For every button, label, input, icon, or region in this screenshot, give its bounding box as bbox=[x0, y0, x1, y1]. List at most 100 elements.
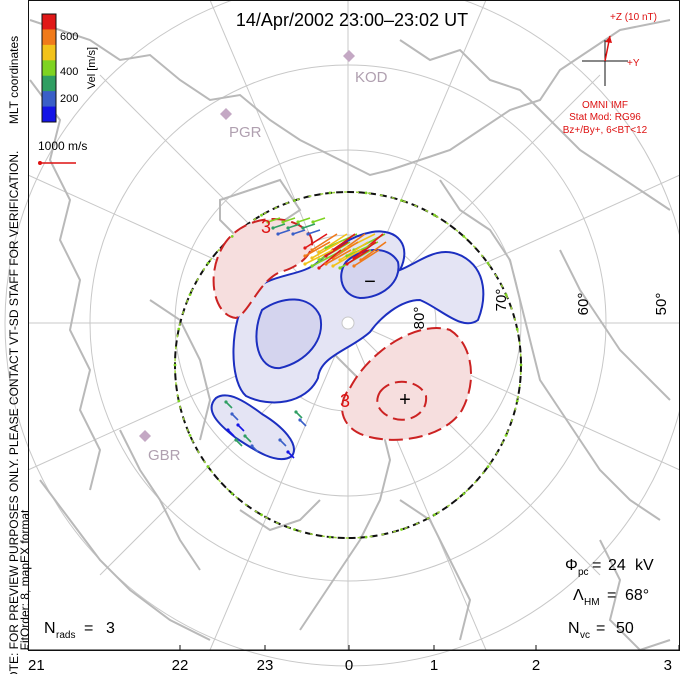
velocity-vector bbox=[312, 217, 326, 223]
velocity-vector bbox=[272, 223, 286, 229]
station-gbr-marker bbox=[139, 430, 151, 442]
boundary-vector-dot bbox=[400, 199, 403, 202]
reference-vector-origin bbox=[38, 161, 42, 165]
velocity-vector-origin bbox=[236, 423, 240, 427]
velocity-vector bbox=[292, 229, 306, 235]
boundary-vector-dot bbox=[328, 535, 332, 539]
velocity-vector-origin bbox=[310, 256, 314, 260]
boundary-vector-dot bbox=[328, 191, 332, 195]
velocity-vector bbox=[332, 249, 362, 267]
velocity-vector bbox=[304, 241, 331, 257]
boundary-vector-dot bbox=[206, 465, 210, 469]
boundary-vector-dot bbox=[519, 363, 523, 367]
colorbar-tick-200: 200 bbox=[60, 93, 78, 105]
imf-z-label: +Z (10 nT) bbox=[610, 12, 657, 23]
lat-label-80: 80° bbox=[411, 307, 428, 330]
velocity-vector bbox=[307, 229, 321, 235]
velocity-vector-origin bbox=[250, 444, 254, 448]
colorbar-frame bbox=[41, 13, 57, 123]
svg-text:rads: rads bbox=[56, 630, 75, 641]
station-kod-label: KOD bbox=[355, 69, 388, 86]
boundary-vector-dot bbox=[177, 399, 181, 403]
mlt-label-2: 2 bbox=[532, 657, 540, 674]
imf-model: Stat Mod: RG96 bbox=[569, 112, 641, 123]
velocity-vector-origin bbox=[294, 410, 298, 414]
velocity-vector-origin bbox=[345, 262, 349, 266]
station-kod-marker bbox=[343, 50, 355, 62]
velocity-vector-origin bbox=[303, 246, 307, 250]
velocity-vector-origin bbox=[243, 434, 247, 438]
velocity-vector bbox=[353, 241, 377, 259]
preview-note: NOTE: FOR PREVIEW PURPOSES ONLY. PLEASE … bbox=[7, 151, 21, 674]
svg-text:N: N bbox=[44, 620, 56, 637]
boundary-vector-dot bbox=[293, 528, 296, 531]
velocity-vector-origin bbox=[271, 226, 275, 230]
boundary-vector-dot bbox=[173, 363, 177, 367]
velocity-vector-origin bbox=[291, 232, 295, 236]
velocity-vector-origin bbox=[317, 258, 321, 262]
svg-text:HM: HM bbox=[584, 597, 600, 608]
boundary-vector-dot bbox=[230, 492, 234, 495]
imf-clock bbox=[582, 35, 628, 86]
boundary-vector-dot bbox=[486, 465, 490, 469]
svg-text:vc: vc bbox=[580, 630, 590, 641]
colorbar-tick-600: 600 bbox=[60, 31, 78, 43]
reference-vector-label: 1000 m/s bbox=[38, 139, 87, 153]
phi-pc-readout: Φ pc = 24 kV bbox=[565, 557, 654, 578]
velocity-vector-origin bbox=[306, 232, 310, 236]
velocity-vector bbox=[304, 249, 334, 265]
boundary-vectors bbox=[174, 191, 522, 539]
boundary-vector-dot bbox=[462, 235, 466, 238]
positive-convection-cell bbox=[212, 218, 473, 441]
velocity-vectors bbox=[173, 191, 523, 539]
boundary-vector-dot bbox=[188, 434, 192, 437]
velocity-vector-origin bbox=[234, 438, 238, 442]
boundary-vector-dot bbox=[400, 528, 403, 531]
mlt-label-23: 23 bbox=[257, 657, 274, 674]
velocity-vector bbox=[318, 249, 342, 269]
phi-pc-value: 24 bbox=[608, 557, 626, 574]
imf-y-label: +Y bbox=[627, 58, 640, 69]
svg-text:=: = bbox=[592, 557, 601, 574]
maximum-marker: + bbox=[399, 389, 411, 411]
velocity-vector bbox=[339, 233, 366, 253]
boundary-vector-dot bbox=[433, 513, 436, 517]
velocity-vector bbox=[339, 241, 369, 261]
velocity-vector bbox=[277, 229, 291, 235]
mlt-coordinates-label: MLT coordinates bbox=[7, 36, 21, 124]
velocity-vector bbox=[304, 233, 328, 249]
boundary-vector-dot bbox=[486, 261, 490, 265]
velocity-vector bbox=[332, 241, 359, 259]
colorbar-segment bbox=[42, 106, 56, 123]
mlt-label-1: 1 bbox=[430, 657, 438, 674]
boundary-vector-dot bbox=[260, 213, 263, 217]
pole-marker bbox=[341, 316, 355, 330]
colorbar-segment bbox=[42, 60, 56, 77]
velocity-vector bbox=[287, 223, 301, 229]
velocity-vector-origin bbox=[224, 400, 228, 404]
svg-text:=: = bbox=[84, 620, 93, 637]
velocity-vector bbox=[282, 217, 296, 223]
velocity-vector-origin bbox=[303, 254, 307, 258]
svg-text:Φ: Φ bbox=[565, 557, 578, 574]
mlt-label-22: 22 bbox=[172, 657, 189, 674]
boundary-vector-dot bbox=[462, 492, 466, 495]
map-title: 14/Apr/2002 23:00–23:02 UT bbox=[236, 10, 468, 30]
velocity-vector bbox=[318, 233, 348, 253]
lat-label-50: 50° bbox=[653, 293, 670, 316]
boundary-vector-dot bbox=[515, 327, 519, 331]
boundary-vector-dot bbox=[504, 434, 508, 437]
velocity-vector-origin bbox=[310, 264, 314, 268]
colorbar-segment bbox=[42, 29, 56, 46]
velocity-vector bbox=[267, 217, 281, 223]
velocity-vector-origin bbox=[324, 254, 328, 258]
velocity-vector-origin bbox=[286, 226, 290, 230]
n-vc-readout: N vc = 50 bbox=[568, 620, 634, 641]
velocity-vector-origin bbox=[266, 220, 270, 224]
colorbar-segment bbox=[42, 14, 56, 30]
colorbar-segment bbox=[42, 91, 56, 108]
svg-text:Λ: Λ bbox=[573, 587, 584, 604]
velocity-colorbar bbox=[41, 13, 57, 123]
velocity-vector bbox=[325, 241, 349, 257]
